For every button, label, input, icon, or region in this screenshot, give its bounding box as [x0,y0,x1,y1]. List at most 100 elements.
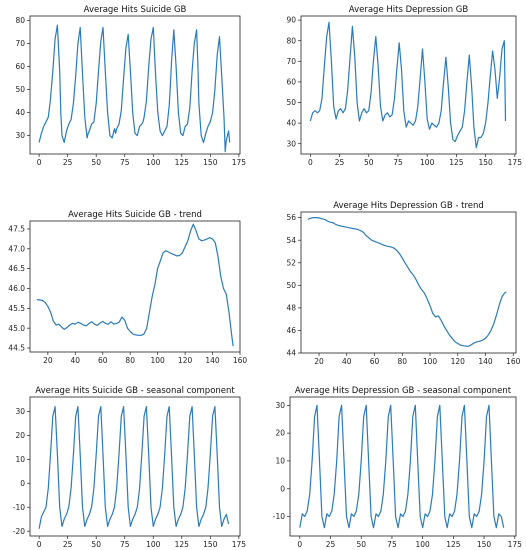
x-tick-label: 120 [451,357,466,366]
x-tick-label: 75 [387,540,397,549]
plot-frame [300,211,517,354]
plot-frame [29,15,241,155]
x-tick-label: 175 [232,158,247,167]
chart-panel-6: Average Hits Depression GB - seasonal co… [273,386,522,549]
y-tick-label: 48 [286,303,296,312]
x-tick-label: 100 [150,356,165,365]
y-tick-label: 0 [20,479,25,488]
chart-panel-1: Average Hits Suicide GB 0 25 50 75 100 125 150 1… [15,5,246,167]
y-tick-label: 54 [286,236,296,245]
y-tick-label: 20 [275,429,285,438]
y-tick-label: 40 [15,108,25,117]
y-tick-label: -20 [13,527,25,536]
y-tick-label: 50 [286,98,296,107]
y-tick-label: 10 [15,455,25,464]
series-line [38,24,231,153]
x-tick-label: 50 [91,158,101,167]
y-tick-label: 45.0 [8,324,25,333]
chart-title: Average Hits Depression GB - seasonal co… [295,386,512,396]
plot-frame [289,396,517,537]
x-tick-label: 40 [342,357,352,366]
plot-frame [300,15,517,155]
y-tick-label: 70 [15,39,25,48]
x-tick-label: 100 [146,540,161,549]
x-tick-label: 50 [364,158,374,167]
chart-title: Average Hits Depression GB - trend [333,201,484,211]
x-tick-label: 120 [178,356,193,365]
x-tick-label: 160 [233,356,248,365]
x-tick-label: 150 [477,540,492,549]
x-tick-label: 100 [415,540,430,549]
x-tick-label: 25 [326,540,336,549]
y-tick-label: 52 [286,258,296,267]
x-tick-label: 25 [63,158,73,167]
x-tick-label: 125 [446,540,461,549]
y-tick-label: 44.5 [8,344,25,353]
chart-title: Average Hits Suicide GB [84,5,187,15]
x-tick-label: 100 [423,357,438,366]
chart-panel-3: Average Hits Suicide GB - trend 20 40 60 80 1… [8,210,247,365]
y-tick-label: 45.5 [8,304,25,313]
y-tick-label: 60 [286,78,296,87]
y-tick-label: 30 [15,407,25,416]
x-tick-label: 175 [508,158,523,167]
series-line [307,217,507,347]
x-tick-label: 160 [506,357,521,366]
x-tick-label: 75 [120,540,130,549]
y-tick-label: 50 [15,85,25,94]
y-tick-label: 80 [286,36,296,45]
x-tick-label: 150 [203,158,218,167]
x-tick-label: 140 [478,357,493,366]
series-line [36,223,234,347]
x-tick-label: 60 [370,357,380,366]
y-tick-label: 30 [286,139,296,148]
y-tick-label: 47.0 [8,244,25,253]
y-tick-label: 30 [15,131,25,140]
x-tick-label: 0 [308,158,313,167]
series-line [309,21,507,149]
chart-panel-2: Average Hits Depression GB 0 25 50 75 100 125 1… [286,5,522,167]
y-tick-label: 40 [286,119,296,128]
y-tick-label: 46 [286,326,296,335]
series-line [299,404,505,529]
x-tick-label: 0 [37,158,42,167]
x-tick-label: 50 [91,540,101,549]
y-tick-label: 46.5 [8,264,25,273]
y-tick-label: 80 [15,16,25,25]
x-tick-label: 20 [43,356,53,365]
y-tick-label: 20 [15,431,25,440]
x-tick-label: 100 [420,158,435,167]
chart-title: Average Hits Depression GB [349,5,469,15]
x-tick-label: 25 [63,540,73,549]
plot-frame [29,220,241,353]
y-tick-label: 70 [286,57,296,66]
y-tick-label: 0 [280,484,285,493]
x-tick-label: 140 [205,356,220,365]
x-tick-label: 50 [356,540,366,549]
x-tick-label: 20 [314,357,324,366]
x-tick-label: 75 [393,158,403,167]
chart-panel-4: Average Hits Depression GB - trend 20 40 60… [286,201,520,366]
x-tick-label: 125 [449,158,464,167]
y-tick-label: 50 [286,281,296,290]
x-tick-label: 125 [175,158,190,167]
plot-frame [29,396,241,537]
y-tick-label: 56 [286,213,296,222]
y-tick-label: 46.0 [8,284,25,293]
y-tick-label: 47.5 [8,225,25,234]
y-tick-label: -10 [13,503,25,512]
x-tick-label: 150 [478,158,493,167]
x-tick-label: 80 [125,356,135,365]
series-line [38,406,230,529]
x-tick-label: 125 [175,540,190,549]
x-tick-label: 0 [297,540,302,549]
x-tick-label: 175 [232,540,247,549]
y-tick-label: 90 [286,16,296,25]
y-tick-label: 60 [15,62,25,71]
x-tick-label: 80 [397,357,407,366]
chart-title: Average Hits Suicide GB - trend [68,210,202,220]
y-tick-label: 44 [286,349,296,358]
x-tick-label: 40 [71,356,81,365]
x-tick-label: 175 [508,540,523,549]
